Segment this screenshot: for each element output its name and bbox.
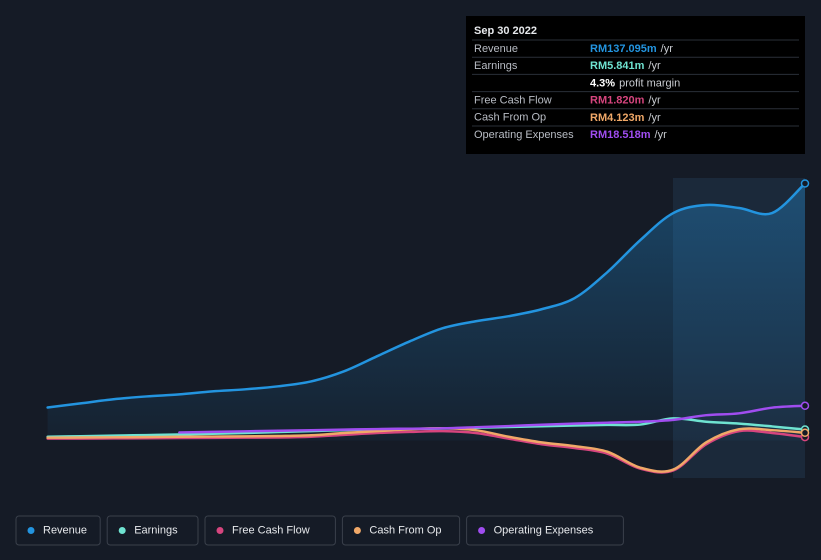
end-dot (800, 428, 810, 438)
legend-dot (118, 527, 126, 534)
tooltip-number: RM5.841m (590, 60, 645, 72)
legend-box[interactable] (341, 515, 461, 546)
tooltip-label: Free Cash Flow (474, 95, 552, 107)
legend-box[interactable] (466, 515, 624, 546)
tooltip-number: RM18.518m (590, 129, 651, 141)
legend-label: Operating Expenses (494, 524, 594, 536)
legend-label: Earnings (134, 524, 178, 536)
legend-label: Free Cash Flow (232, 524, 310, 536)
tooltip-unit: /yr (648, 112, 661, 124)
legend-item[interactable]: Operating Expenses (466, 515, 624, 546)
legend-label: Revenue (43, 524, 87, 536)
tooltip-unit: /yr (661, 43, 674, 55)
tooltip-number: RM137.095m (590, 43, 657, 55)
tooltip-value: RM137.095m/yr (590, 43, 673, 55)
legend-item[interactable]: Cash From Op (341, 515, 461, 546)
legend-box[interactable] (204, 515, 336, 546)
tooltip-unit: /yr (648, 95, 661, 107)
tooltip-box (466, 16, 805, 154)
legend-dot (27, 527, 35, 534)
legend-dot (353, 527, 361, 534)
legend-box[interactable] (106, 515, 199, 546)
tooltip-value: RM1.820m/yr (590, 95, 661, 107)
tooltip-date: Sep 30 2022 (474, 25, 537, 37)
end-dot (800, 179, 810, 188)
tooltip-unit: profit margin (619, 77, 680, 89)
tooltip-label: Cash From Op (474, 112, 546, 124)
legend-dot (216, 527, 224, 534)
tooltip-value: RM5.841m/yr (590, 60, 661, 72)
tooltip-number: 4.3% (590, 77, 615, 89)
tooltip-label: Operating Expenses (474, 129, 574, 141)
legend-item[interactable]: Earnings (106, 515, 199, 546)
tooltip-label: Revenue (474, 43, 518, 55)
revenue-area (47, 183, 806, 441)
tooltip-value: 4.3% profit margin (590, 77, 680, 89)
tooltip-label: Earnings (474, 60, 518, 72)
tooltip-value: RM18.518m/yr (590, 129, 667, 141)
legend-item[interactable]: Free Cash Flow (204, 515, 336, 546)
series-line (46, 182, 807, 409)
legend-label: Cash From Op (369, 524, 441, 536)
legend-dot (478, 527, 486, 534)
legend-item[interactable]: Revenue (15, 515, 101, 546)
end-dot (800, 401, 810, 411)
legend-box[interactable] (15, 515, 101, 546)
tooltip-number: RM1.820m (590, 95, 645, 107)
tooltip-unit: /yr (648, 60, 661, 72)
tooltip-value: RM4.123m/yr (590, 112, 661, 124)
series-line (178, 404, 807, 434)
tooltip-number: RM4.123m (590, 112, 645, 124)
tooltip-unit: /yr (655, 129, 668, 141)
